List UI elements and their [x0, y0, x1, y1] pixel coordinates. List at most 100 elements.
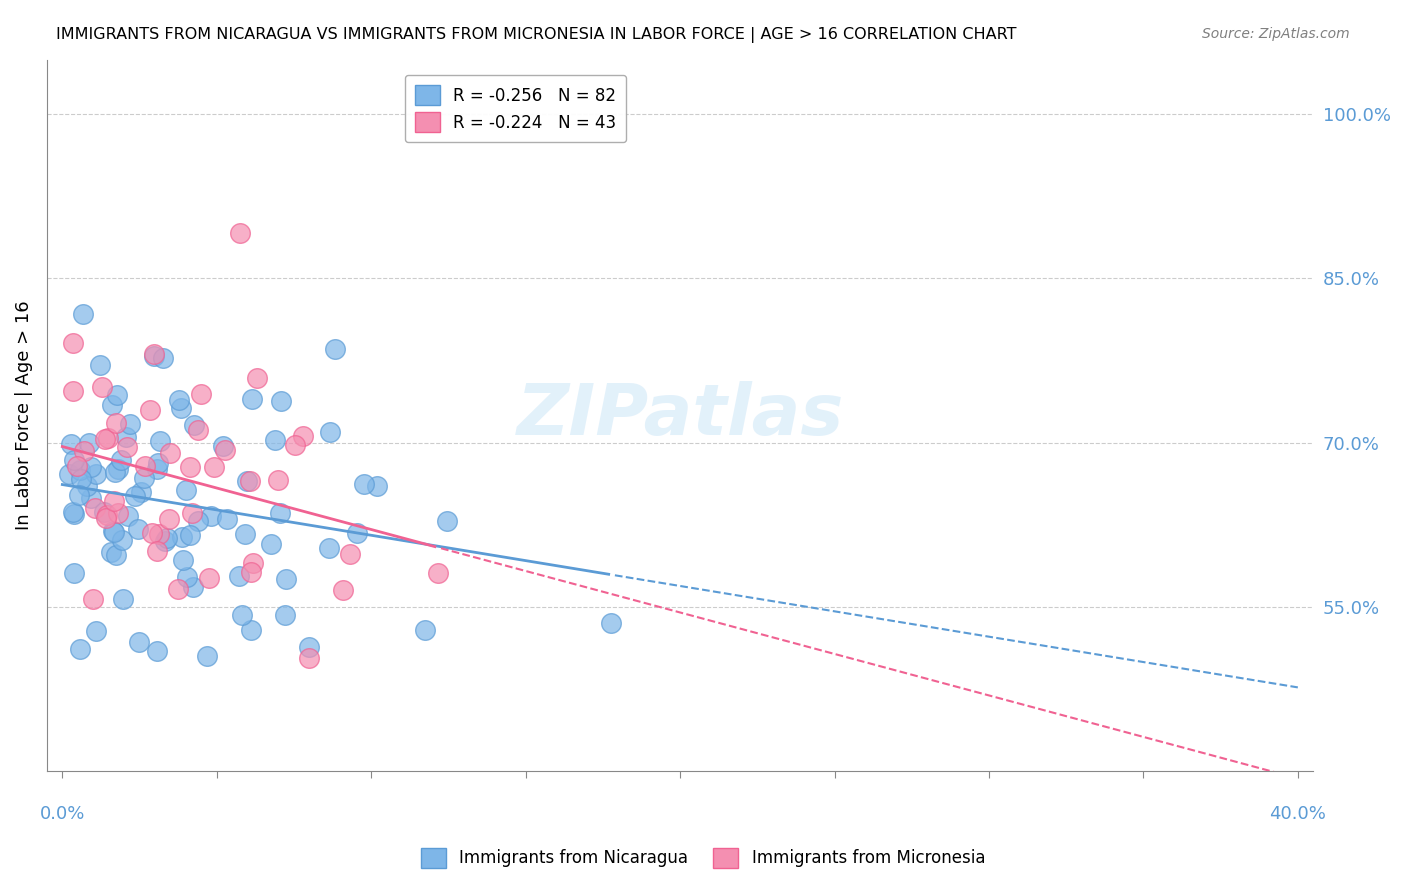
Point [167, 582, 190, 596]
Point [69, 463, 91, 477]
Point [128, 635, 150, 649]
Point [159, 445, 181, 459]
Text: ZIPatlas: ZIPatlas [516, 381, 844, 450]
Point [179, 527, 201, 541]
Point [170, 401, 193, 416]
Point [231, 607, 253, 622]
Text: 0.0%: 0.0% [39, 805, 84, 823]
Point [112, 591, 135, 606]
Point [77, 436, 100, 450]
Point [103, 525, 125, 540]
Point [107, 506, 129, 520]
Legend: R = -0.256   N = 82, R = -0.224   N = 43: R = -0.256 N = 82, R = -0.224 N = 43 [405, 75, 626, 143]
Point [318, 541, 340, 556]
Point [142, 347, 165, 361]
Point [117, 509, 139, 524]
Point [413, 623, 436, 637]
Point [105, 549, 128, 563]
Point [84, 467, 107, 481]
Point [283, 438, 305, 452]
Point [183, 418, 205, 433]
Point [167, 392, 190, 407]
Point [157, 512, 180, 526]
Point [63, 507, 86, 521]
Point [153, 533, 176, 548]
Point [319, 425, 342, 439]
Point [76, 479, 98, 493]
Point [195, 649, 218, 664]
Point [58, 467, 80, 481]
Point [152, 351, 174, 365]
Point [129, 485, 152, 500]
Point [174, 483, 197, 497]
Point [103, 494, 125, 508]
Point [62, 336, 84, 351]
Point [146, 544, 169, 558]
Point [292, 429, 315, 443]
Point [138, 403, 160, 417]
Text: 40.0%: 40.0% [1270, 805, 1326, 823]
Point [200, 508, 222, 523]
Text: IMMIGRANTS FROM NICARAGUA VS IMMIGRANTS FROM MICRONESIA IN LABOR FORCE | AGE > 1: IMMIGRANTS FROM NICARAGUA VS IMMIGRANTS … [56, 27, 1017, 43]
Point [72, 307, 94, 321]
Point [84, 624, 107, 639]
Point [172, 553, 194, 567]
Point [239, 474, 262, 488]
Point [339, 547, 361, 561]
Point [104, 466, 127, 480]
Point [298, 640, 321, 655]
Point [229, 227, 252, 241]
Point [89, 359, 111, 373]
Text: Source: ZipAtlas.com: Source: ZipAtlas.com [1202, 27, 1350, 41]
Point [323, 343, 346, 357]
Point [141, 525, 163, 540]
Point [176, 570, 198, 584]
Point [146, 456, 169, 470]
Point [427, 566, 450, 580]
Point [146, 462, 169, 476]
Point [97, 431, 120, 445]
Point [69, 472, 91, 486]
Point [60, 437, 83, 451]
Point [170, 530, 193, 544]
Point [142, 349, 165, 363]
Point [239, 566, 262, 580]
Point [80, 491, 103, 505]
Point [101, 398, 124, 412]
Point [600, 615, 623, 630]
Point [146, 644, 169, 658]
Point [93, 505, 115, 519]
Point [62, 566, 84, 581]
Point [155, 531, 177, 545]
Point [115, 430, 138, 444]
Point [298, 651, 321, 665]
Point [62, 384, 84, 399]
Point [127, 522, 149, 536]
Point [228, 568, 250, 582]
Point [69, 642, 91, 657]
Point [240, 392, 263, 407]
Point [110, 453, 132, 467]
Point [117, 440, 139, 454]
Point [67, 488, 90, 502]
Point [120, 417, 142, 431]
Point [181, 580, 204, 594]
Point [134, 458, 156, 473]
Point [187, 514, 209, 528]
Point [96, 511, 118, 525]
Point [214, 443, 236, 458]
Point [91, 380, 114, 394]
Point [101, 524, 124, 539]
Point [190, 387, 212, 401]
Point [273, 607, 295, 622]
Point [82, 591, 104, 606]
Point [266, 474, 288, 488]
Point [366, 479, 388, 493]
Y-axis label: In Labor Force | Age > 16: In Labor Force | Age > 16 [15, 301, 32, 530]
Point [62, 505, 84, 519]
Point [179, 459, 201, 474]
Point [100, 545, 122, 559]
Point [239, 623, 262, 637]
Point [63, 452, 86, 467]
Legend: Immigrants from Nicaragua, Immigrants from Micronesia: Immigrants from Nicaragua, Immigrants fr… [415, 841, 991, 875]
